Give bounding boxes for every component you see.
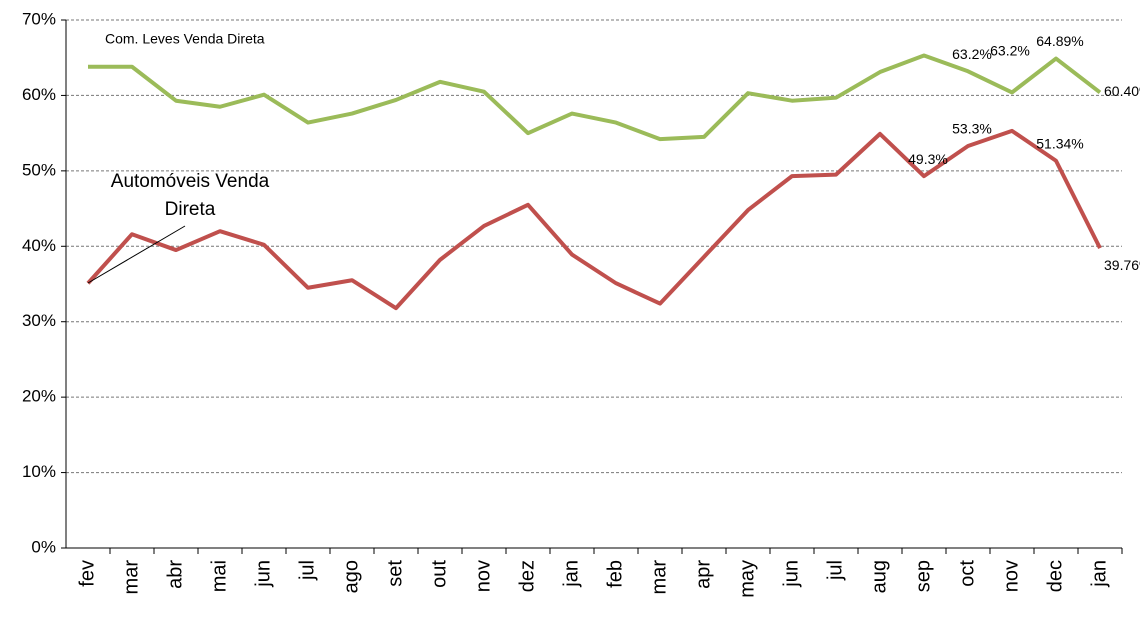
- label-line: Automóveis Venda: [111, 171, 270, 192]
- y-tick-label: 70%: [22, 9, 56, 28]
- x-tick-label: jun: [780, 560, 802, 588]
- x-tick-label: feb: [604, 560, 626, 588]
- x-tick-label: abr: [164, 560, 186, 589]
- x-tick-label: mai: [208, 560, 230, 592]
- annotation: 63.2%: [990, 43, 1030, 59]
- series-label: Com. Leves Venda Direta: [105, 31, 265, 47]
- leader-line: [87, 225, 186, 284]
- x-tick-label: fev: [76, 560, 98, 587]
- value-label: 60.40%: [1104, 83, 1140, 99]
- x-tick-label: set: [384, 560, 406, 587]
- label-line: Direta: [165, 199, 216, 220]
- value-label: 51.34%: [1036, 135, 1083, 151]
- x-tick-label: mar: [120, 560, 142, 595]
- value-label: 39.76%: [1104, 257, 1140, 273]
- x-tick-label: ago: [340, 560, 362, 593]
- x-tick-label: jun: [252, 560, 274, 588]
- x-tick-label: out: [428, 560, 450, 588]
- x-tick-label: dec: [1044, 560, 1066, 592]
- x-tick-label: aug: [868, 560, 890, 593]
- x-tick-label: dez: [516, 560, 538, 592]
- value-label: 63.2%: [952, 46, 992, 62]
- x-tick-label: may: [736, 560, 758, 598]
- y-tick-label: 20%: [22, 387, 56, 406]
- y-tick-label: 10%: [22, 462, 56, 481]
- value-label: 64.89%: [1036, 33, 1083, 49]
- y-tick-label: 0%: [31, 537, 56, 556]
- x-tick-label: nov: [472, 560, 494, 592]
- series-line: [88, 53, 1102, 142]
- value-label: 49.3%: [908, 151, 948, 167]
- x-tick-label: mar: [648, 560, 670, 595]
- x-tick-label: nov: [1000, 560, 1022, 592]
- x-tick-label: oct: [956, 560, 978, 587]
- x-tick-label: jul: [824, 560, 846, 581]
- x-tick-label: apr: [692, 560, 714, 589]
- y-tick-label: 40%: [22, 236, 56, 255]
- value-label: 53.3%: [952, 121, 992, 137]
- series-label: Automóveis Venda Direta: [111, 171, 270, 220]
- y-tick-label: 30%: [22, 311, 56, 330]
- y-tick-label: 60%: [22, 85, 56, 104]
- y-tick-label: 50%: [22, 160, 56, 179]
- x-tick-label: sep: [912, 560, 934, 592]
- x-tick-label: jan: [1088, 560, 1110, 588]
- x-tick-label: jul: [296, 560, 318, 581]
- series-line: [86, 128, 1102, 311]
- x-tick-label: jan: [560, 560, 582, 588]
